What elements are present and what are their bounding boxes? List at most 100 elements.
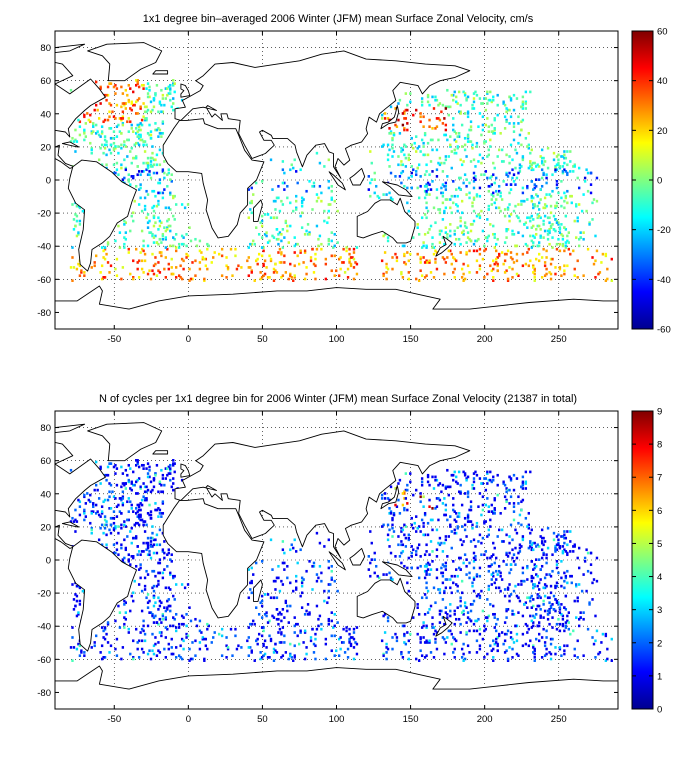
data-cell — [474, 558, 477, 561]
data-cell — [135, 627, 138, 631]
data-cell — [446, 636, 449, 639]
data-cell — [566, 264, 569, 268]
data-cell — [484, 550, 488, 553]
data-cell — [506, 175, 510, 178]
data-cell — [474, 175, 477, 178]
data-cell — [440, 571, 443, 575]
data-cell — [478, 596, 482, 600]
data-cell — [152, 264, 156, 268]
data-cell — [447, 249, 450, 253]
data-cell — [185, 612, 188, 616]
data-cell — [449, 586, 452, 590]
data-cell — [478, 492, 482, 495]
data-cell — [415, 553, 418, 557]
data-cell — [169, 573, 172, 576]
data-cell — [529, 90, 532, 94]
data-cell — [299, 214, 302, 218]
data-cell — [569, 530, 572, 533]
data-cell — [229, 627, 233, 631]
data-cell — [535, 612, 538, 616]
data-cell — [455, 100, 458, 104]
data-cell — [493, 511, 496, 515]
data-cell — [296, 242, 299, 246]
data-cell — [296, 634, 299, 638]
data-cell — [543, 576, 547, 580]
data-cell — [415, 657, 418, 661]
data-cell — [330, 649, 333, 653]
x-tick-label: 0 — [186, 714, 191, 725]
data-cell — [428, 483, 431, 487]
data-cell — [435, 576, 439, 580]
data-cell — [434, 478, 437, 482]
data-cell — [438, 591, 442, 595]
data-cell — [247, 646, 250, 649]
data-cell — [463, 472, 467, 475]
data-cell — [486, 616, 489, 619]
data-cell — [352, 631, 356, 634]
data-cell — [524, 262, 528, 266]
data-cell — [124, 617, 128, 621]
data-cell — [440, 229, 443, 233]
data-cell — [143, 110, 147, 114]
data-cell — [529, 639, 532, 643]
data-cell — [558, 267, 562, 271]
data-cell — [367, 175, 370, 178]
data-cell — [250, 211, 253, 215]
data-cell — [136, 112, 139, 115]
data-cell — [537, 588, 541, 591]
data-cell — [472, 97, 476, 100]
data-cell — [484, 170, 488, 173]
data-cell — [146, 166, 150, 170]
data-cell — [415, 530, 418, 533]
data-cell — [277, 612, 280, 616]
landmass-south-america — [67, 539, 137, 652]
data-cell — [499, 589, 502, 593]
data-cell — [441, 571, 445, 575]
data-cell — [278, 611, 282, 614]
data-cell — [154, 128, 157, 132]
data-cell — [78, 603, 82, 606]
data-cell — [280, 276, 283, 279]
data-cell — [483, 97, 486, 100]
data-cell — [524, 487, 528, 490]
colorbar-tick-label: -60 — [657, 325, 671, 336]
data-cell — [487, 478, 490, 482]
data-cell — [407, 536, 410, 540]
data-cell — [148, 88, 151, 92]
data-cell — [152, 209, 156, 213]
data-cell — [449, 198, 452, 201]
data-cell — [260, 634, 264, 638]
data-cell — [592, 642, 596, 646]
data-cell — [167, 647, 170, 651]
data-cell — [380, 639, 384, 643]
data-cell — [312, 184, 316, 188]
data-cell — [348, 637, 351, 641]
data-cell — [145, 523, 148, 527]
data-cell — [443, 589, 446, 593]
data-cell — [253, 242, 256, 246]
data-cell — [255, 181, 258, 185]
data-cell — [527, 264, 530, 268]
data-cell — [453, 148, 456, 152]
data-cell — [135, 156, 138, 160]
data-cell — [152, 569, 156, 573]
data-cell — [275, 228, 279, 231]
data-cell — [146, 108, 150, 112]
data-cell — [115, 505, 119, 509]
data-cell — [515, 624, 519, 628]
data-cell — [560, 560, 563, 563]
data-cell — [566, 234, 569, 238]
data-cell — [492, 659, 495, 662]
data-cell — [532, 188, 535, 191]
data-cell — [151, 165, 154, 168]
data-cell — [415, 488, 418, 492]
data-cell — [143, 520, 147, 523]
data-cell — [281, 561, 285, 565]
data-cell — [452, 128, 455, 132]
data-cell — [483, 656, 486, 659]
data-cell — [576, 216, 579, 220]
data-cell — [575, 204, 578, 208]
data-cell — [472, 198, 476, 201]
data-cell — [172, 83, 175, 87]
data-cell — [145, 161, 148, 165]
